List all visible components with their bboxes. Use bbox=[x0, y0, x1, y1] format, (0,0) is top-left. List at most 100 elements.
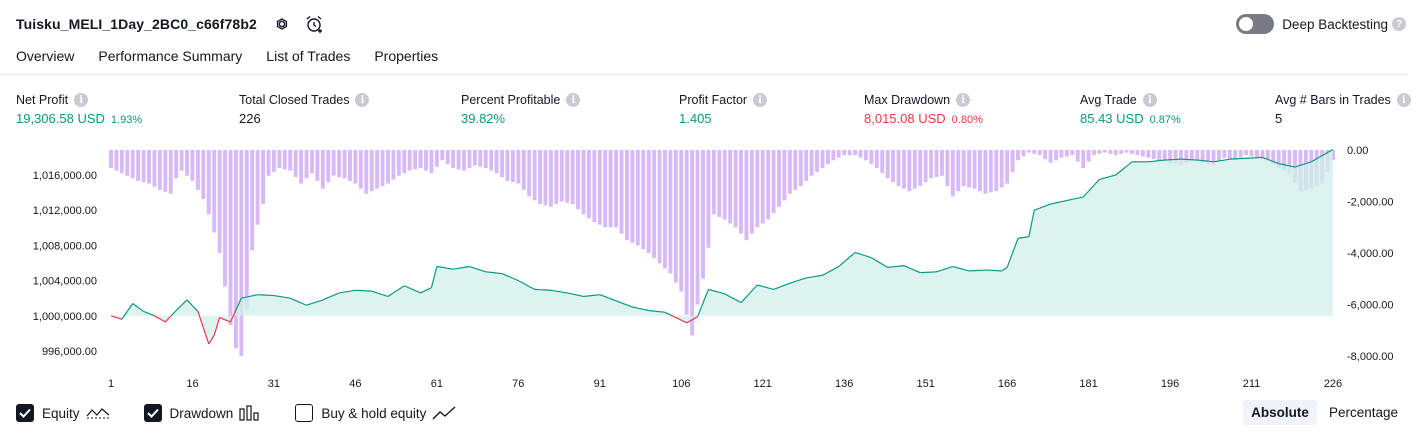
percentage-button[interactable]: Percentage bbox=[1328, 405, 1398, 420]
tab-performance-summary[interactable]: Performance Summary bbox=[98, 48, 243, 64]
equity-segment bbox=[409, 287, 416, 292]
legend-drawdown[interactable]: Drawdown bbox=[143, 404, 262, 422]
equity-segment bbox=[1300, 162, 1307, 166]
drawdown-bar bbox=[337, 150, 342, 178]
drawdown-bar bbox=[1037, 150, 1042, 156]
drawdown-bar bbox=[1271, 150, 1276, 165]
equity-segment bbox=[751, 284, 758, 292]
equity-segment bbox=[648, 309, 655, 312]
drawdown-bar bbox=[217, 150, 222, 253]
drawdown-bar bbox=[1054, 150, 1058, 161]
equity-segment bbox=[1001, 266, 1008, 272]
info-icon[interactable]: i bbox=[74, 93, 89, 107]
equity-segment bbox=[670, 314, 677, 319]
drawdown-bar bbox=[1059, 150, 1064, 158]
tab-properties[interactable]: Properties bbox=[374, 48, 439, 64]
equity-segment bbox=[811, 275, 818, 278]
legend-equity[interactable]: Equity bbox=[16, 404, 110, 422]
help-icon[interactable]: ? bbox=[1392, 17, 1406, 31]
equity-drawdown-chart[interactable]: 1,016,000.00 1,012,000.00 1,008,000.00 1,00… bbox=[0, 140, 1424, 398]
equity-segment bbox=[458, 266, 465, 269]
drawdown-bar bbox=[891, 150, 896, 183]
left-tick-label: 1,016,000.00 bbox=[33, 170, 97, 182]
drawdown-bar bbox=[1233, 150, 1238, 161]
drawdown-bar bbox=[728, 150, 733, 224]
equity-segment bbox=[941, 267, 948, 271]
drawdown-bar bbox=[929, 150, 934, 179]
equity-checkbox[interactable] bbox=[16, 404, 34, 422]
drawdown-bar bbox=[1293, 150, 1297, 183]
drawdown-bar bbox=[152, 150, 157, 187]
gear-icon[interactable] bbox=[271, 13, 293, 35]
equity-segment bbox=[1061, 199, 1068, 203]
equity-segment bbox=[865, 255, 872, 259]
drawdown-bar bbox=[847, 150, 852, 156]
drawdown-bar bbox=[255, 150, 260, 225]
alarm-clock-plus-icon[interactable] bbox=[303, 13, 325, 35]
drawdown-bar bbox=[1276, 150, 1281, 169]
equity-segment bbox=[849, 251, 856, 258]
equity-segment bbox=[148, 313, 155, 317]
equity-segment bbox=[572, 293, 579, 296]
info-icon[interactable]: i bbox=[1142, 93, 1157, 107]
drawdown-bar bbox=[684, 150, 689, 315]
drawdown-bar bbox=[1010, 150, 1015, 172]
info-icon[interactable]: i bbox=[753, 93, 768, 107]
drawdown-bar bbox=[1146, 150, 1151, 158]
drawdown-bar bbox=[494, 150, 499, 174]
info-icon[interactable]: i bbox=[355, 93, 370, 107]
info-icon[interactable]: i bbox=[566, 93, 581, 107]
drawdown-checkbox[interactable] bbox=[143, 404, 162, 422]
drawdown-bar bbox=[701, 150, 705, 279]
drawdown-bar bbox=[755, 150, 760, 228]
equity-segment bbox=[197, 311, 204, 328]
drawdown-bar bbox=[261, 150, 266, 205]
equity-segment bbox=[947, 265, 954, 269]
drawdown-bar bbox=[1016, 150, 1020, 161]
x-tick-label: 166 bbox=[998, 378, 1016, 390]
drawdown-bar bbox=[1162, 150, 1167, 162]
drawdown-bar bbox=[1173, 150, 1178, 165]
drawdown-bar bbox=[858, 150, 863, 158]
equity-segment bbox=[1213, 160, 1220, 163]
equity-segment bbox=[1039, 205, 1046, 209]
drawdown-bar bbox=[543, 150, 548, 206]
tab-list-of-trades[interactable]: List of Trades bbox=[266, 48, 351, 64]
equity-segment bbox=[289, 297, 296, 302]
drawdown-bar bbox=[315, 150, 320, 181]
drawdown-bar bbox=[581, 150, 586, 215]
deep-backtesting-toggle[interactable] bbox=[1236, 14, 1275, 34]
equity-segment bbox=[414, 290, 421, 294]
equity-segment bbox=[914, 269, 921, 274]
drawdown-bar bbox=[331, 150, 336, 176]
drawdown-bar bbox=[369, 150, 374, 192]
buy-hold-checkbox[interactable] bbox=[295, 404, 314, 422]
tab-overview[interactable]: Overview bbox=[16, 48, 75, 76]
drawdown-bar bbox=[456, 150, 461, 170]
metric-label: Net Profit bbox=[16, 93, 69, 107]
equity-segment bbox=[1126, 161, 1133, 167]
drawdown-bar bbox=[407, 150, 412, 171]
equity-segment bbox=[1202, 160, 1209, 162]
equity-segment bbox=[463, 265, 470, 268]
info-icon[interactable]: i bbox=[956, 93, 971, 107]
metric-label: Avg # Bars in Trades bbox=[1275, 93, 1391, 107]
drawdown-bar bbox=[429, 150, 434, 174]
info-icon[interactable]: i bbox=[1396, 93, 1411, 107]
x-tick-label: 16 bbox=[186, 378, 198, 390]
legend-buy-hold[interactable]: Buy & hold equity bbox=[295, 404, 456, 422]
absolute-button[interactable]: Absolute bbox=[1243, 400, 1317, 425]
drawdown-bar bbox=[1260, 150, 1265, 160]
drawdown-bar bbox=[646, 150, 651, 253]
equity-segment bbox=[735, 299, 742, 304]
drawdown-bar bbox=[1157, 150, 1162, 161]
equity-segment bbox=[420, 289, 427, 294]
equity-segment bbox=[550, 289, 557, 292]
equity-segment bbox=[485, 271, 492, 273]
drawdown-bar bbox=[923, 150, 928, 183]
equity-segment bbox=[903, 265, 910, 269]
drawdown-bar bbox=[348, 150, 352, 181]
equity-segment bbox=[447, 267, 454, 270]
equity-segment bbox=[1088, 184, 1095, 192]
right-axis: 0.00 -2,000.00 -4,000.00 -6,000.00 -8,000.00 bbox=[1347, 145, 1393, 363]
